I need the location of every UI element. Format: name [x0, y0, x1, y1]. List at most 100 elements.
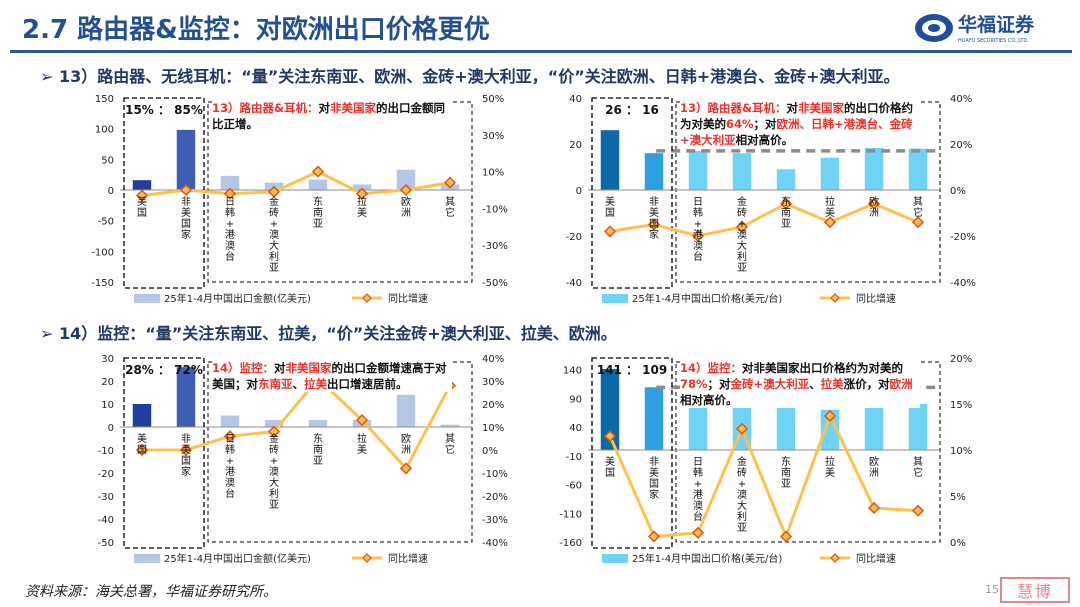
yoy-marker-5 — [823, 409, 837, 423]
legend-bar-label: 25年1-4月中国出口价格(美元/台) — [632, 292, 782, 305]
bar-5 — [352, 184, 372, 190]
annotation-segment: 对 — [786, 101, 799, 115]
yoy-marker-3 — [735, 220, 749, 233]
annotation-segment: 78% — [680, 377, 708, 391]
page-number: 15 — [985, 583, 999, 596]
legend-bar-swatch — [134, 294, 160, 303]
bar-4 — [308, 420, 328, 427]
annotation-segment: 金砖+澳大利亚 — [730, 377, 810, 391]
annotation-segment: ；对 — [707, 377, 731, 391]
category-label: 日韩+港澳台 — [693, 457, 703, 523]
legend-line-marker — [362, 553, 372, 563]
yoy-marker-2 — [691, 229, 705, 243]
category-label: 美国 — [605, 195, 615, 219]
yoy-marker-3 — [267, 425, 281, 438]
y2-tick-label: 50% — [482, 94, 504, 105]
bar-7 — [908, 404, 928, 450]
annotation-segment: 、 — [292, 377, 305, 391]
yoy-marker-1 — [179, 443, 193, 457]
category-label: 拉美 — [357, 195, 367, 219]
y-tick-label: -60 — [566, 481, 582, 492]
y-tick-label: 100 — [95, 125, 114, 136]
annotation-segment: 涨价，对 — [843, 377, 890, 391]
y2-tick-label: 20% — [950, 140, 972, 151]
y2-tick-label: 10% — [482, 423, 504, 434]
brand-name: 华福证券 — [958, 13, 1035, 36]
annotation-segment: 非美国家 — [330, 101, 377, 115]
share-ratio-label: 28% ： 72% — [125, 363, 203, 377]
legend-bar-swatch — [602, 554, 628, 563]
annotation-segment: 欧洲 — [889, 377, 913, 391]
watermark-stamp: 慧博 — [1000, 577, 1070, 603]
bar-7 — [440, 424, 460, 427]
y-tick-label: -100 — [91, 247, 114, 258]
yoy-marker-1 — [647, 218, 661, 231]
chart-annotation: 13）路由器&耳机：对非美国家的出口价格约为对美的64%；对欧洲、日韩+港澳台、… — [680, 100, 920, 148]
annotation-segment: 的出口价格约为对美的 — [680, 101, 914, 131]
y-tick-label: 20 — [101, 377, 114, 388]
bar-0 — [600, 130, 620, 190]
y2-tick-label: 15% — [950, 400, 972, 411]
category-label: 拉美 — [825, 455, 835, 479]
chart-annotation: 14）监控：对非美国家的出口金额增速高于对美国；对东南亚、拉美出口增速居前。 — [212, 360, 452, 392]
category-label: 东南亚 — [313, 432, 323, 467]
legend-bar-label: 25年1-4月中国出口价格(美元/台) — [632, 552, 782, 565]
yoy-marker-0 — [135, 443, 149, 457]
y-tick-label: -40 — [566, 278, 582, 289]
category-label: 拉美 — [357, 432, 367, 456]
y-tick-label: 140 — [563, 366, 582, 377]
annotation-segment: 拉美 — [304, 377, 327, 391]
legend-line-label: 同比增速 — [856, 292, 896, 305]
category-label: 其它 — [445, 196, 455, 219]
y2-tick-label: -40% — [482, 538, 508, 549]
chart-14-export-price: -160 -110 -60 -10 40 90 140 0% 5% 10% 15% 20% 141 ： … — [559, 354, 972, 565]
y2-tick-label: -20% — [950, 232, 976, 243]
us-vs-nonus-box — [123, 357, 205, 549]
share-ratio-label: 15% ： 85% — [125, 103, 203, 117]
bar-2 — [688, 150, 708, 190]
category-label: 非美国家 — [649, 196, 659, 241]
category-label: 非美国家 — [649, 456, 659, 501]
yoy-marker-6 — [867, 197, 881, 210]
footer-source: 资料来源：海关总署，华福证券研究所。 — [25, 584, 277, 600]
legend-bar-label: 25年1-4月中国出口金额(亿美元) — [164, 292, 311, 305]
section-14-heading: ➢ 14）监控：“量”关注东南亚、拉美，“价”关注金砖+澳大利亚、拉美、欧洲。 — [40, 324, 617, 343]
brand-name-en: HUAFU SECURITIES CO.,LTD. — [958, 38, 1029, 44]
yoy-growth-line — [141, 169, 451, 198]
bar-2 — [220, 415, 240, 427]
category-label: 其它 — [913, 456, 923, 479]
bar-3 — [732, 153, 752, 190]
y-tick-label: -110 — [559, 509, 582, 520]
y-tick-label: -20 — [566, 232, 582, 243]
us-vs-nonus-box — [591, 357, 673, 549]
annotation-segment: 相对高价。 — [735, 133, 794, 147]
annotation-segment: 的出口金额增速高于对美国；对 — [212, 361, 447, 391]
category-label: 金砖+澳大利亚 — [269, 195, 279, 274]
yoy-marker-0 — [603, 430, 617, 443]
bar-0 — [600, 368, 620, 450]
y2-tick-label: 10% — [482, 168, 504, 179]
yoy-marker-2 — [223, 187, 237, 200]
category-label: 欧洲 — [869, 196, 879, 219]
category-label: 美国 — [605, 455, 615, 479]
annotation-segment: 对 — [274, 361, 286, 375]
y2-tick-label: 0% — [482, 446, 498, 457]
y2-tick-label: 20% — [950, 354, 972, 365]
annotation-segment: 相对高价。 — [680, 393, 738, 407]
y-tick-label: 0 — [108, 423, 114, 434]
category-label: 欧洲 — [401, 196, 411, 219]
yoy-marker-2 — [691, 526, 705, 539]
annotation-segment: 欧洲、日韩+港澳台、金砖+澳大利亚 — [680, 117, 913, 147]
y2-tick-label: 40% — [482, 354, 504, 365]
annotation-segment: ；对 — [753, 117, 777, 131]
y2-tick-label: 30% — [482, 377, 504, 388]
yoy-marker-7 — [443, 176, 457, 189]
legend-line-marker — [830, 293, 840, 303]
y2-tick-label: 10% — [950, 446, 972, 457]
y2-tick-label: -20% — [482, 492, 508, 503]
section-13-heading: ➢ 13）路由器、无线耳机：“量”关注东南亚、欧洲、金砖+澳大利亚，“价”关注欧… — [40, 67, 900, 86]
bar-5 — [820, 157, 840, 190]
category-label: 其它 — [913, 196, 923, 219]
huafu-logo: 华福证券 HUAFU SECURITIES CO.,LTD. — [915, 13, 1035, 44]
annotation-text: 13）路由器&耳机：对非美国家的出口价格约为对美的64%；对欧洲、日韩+港澳台、… — [680, 100, 920, 148]
